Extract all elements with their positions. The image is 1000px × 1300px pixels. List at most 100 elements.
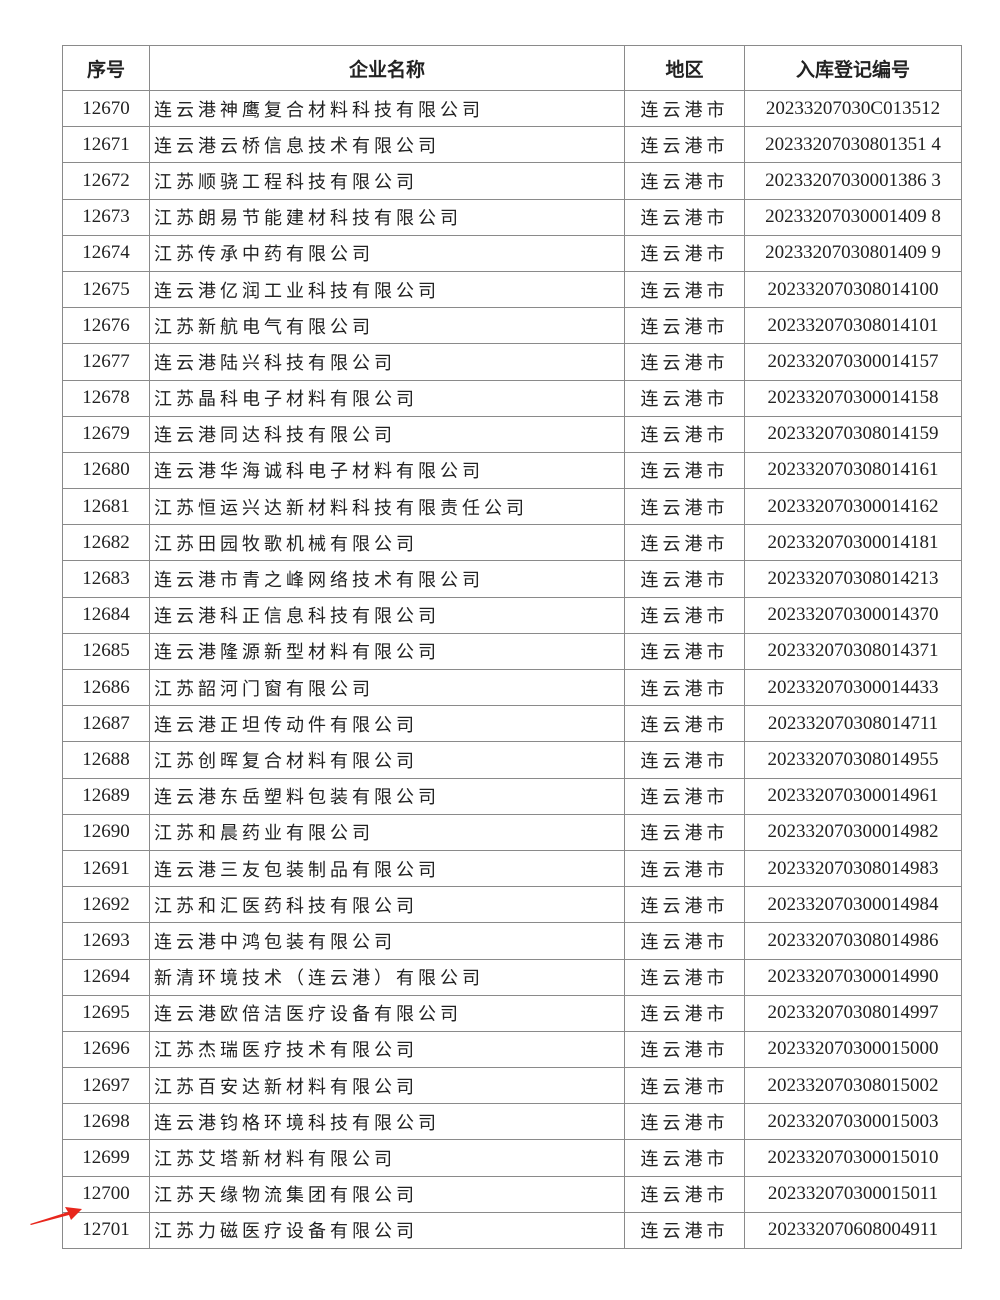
table-row: 12691 连云港三友包装制品有限公司 连云港市 202332070308014983: [62, 849, 962, 888]
company-name: 江苏传承中药有限公司: [149, 234, 625, 272]
registration-code: 202332070308014371: [744, 632, 962, 671]
region: 连云港市: [624, 451, 745, 490]
region: 连云港市: [624, 668, 745, 707]
region: 连云港市: [624, 705, 745, 743]
table-row: 12678 江苏晶科电子材料有限公司 连云港市 202332070300014158: [62, 379, 962, 417]
registration-code: 202332070308014997: [744, 994, 962, 1032]
region: 连云港市: [624, 415, 745, 453]
company-name: 江苏朗易节能建材科技有限公司: [149, 198, 625, 236]
table-row: 12686 江苏韶河门窗有限公司 连云港市 202332070300014433: [62, 668, 962, 707]
registration-code: 202332070300014982: [744, 813, 962, 851]
registration-code: 202332070300014990: [744, 958, 962, 996]
company-name: 连云港华海诚科电子材料有限公司: [149, 451, 625, 490]
region: 连云港市: [624, 741, 745, 779]
registration-code: 202332070308014101: [744, 307, 962, 345]
table-row: 12696 江苏杰瑞医疗技术有限公司 连云港市 202332070300015000: [62, 1030, 962, 1069]
row-number: 12677: [62, 343, 150, 381]
company-name: 江苏晶科电子材料有限公司: [149, 379, 625, 417]
company-name: 连云港钧格环境科技有限公司: [149, 1103, 625, 1141]
registration-code: 20233207030801351 4: [744, 126, 962, 164]
company-name: 江苏杰瑞医疗技术有限公司: [149, 1030, 625, 1069]
region: 连云港市: [624, 777, 745, 815]
region: 连云港市: [624, 126, 745, 164]
company-name: 江苏恒运兴达新材料科技有限责任公司: [149, 488, 625, 526]
table-row: 12683 连云港市青之峰网络技术有限公司 连云港市 2023320703080142…: [62, 560, 962, 598]
row-number: 12679: [62, 415, 150, 453]
row-number: 12694: [62, 958, 150, 996]
company-name: 连云港陆兴科技有限公司: [149, 343, 625, 381]
row-number: 12680: [62, 451, 150, 490]
table-row: 12688 江苏创晖复合材料有限公司 连云港市 202332070308014955: [62, 741, 962, 779]
row-number: 12678: [62, 379, 150, 417]
company-name: 江苏和汇医药科技有限公司: [149, 886, 625, 924]
row-number: 12683: [62, 560, 150, 598]
row-number: 12670: [62, 89, 150, 128]
region: 连云港市: [624, 234, 745, 272]
table-row: 12677 连云港陆兴科技有限公司 连云港市 202332070300014157: [62, 343, 962, 381]
region: 连云港市: [624, 632, 745, 671]
row-number: 12697: [62, 1067, 150, 1105]
registration-code: 202332070300014157: [744, 343, 962, 381]
table-row: 12671 连云港云桥信息技术有限公司 连云港市 20233207030801351 …: [62, 126, 962, 164]
header-code: 入库登记编号: [744, 45, 962, 91]
region: 连云港市: [624, 488, 745, 526]
company-name: 连云港三友包装制品有限公司: [149, 849, 625, 888]
registration-code: 20233207030C013512: [744, 89, 962, 128]
company-name: 连云港神鹰复合材料科技有限公司: [149, 89, 625, 128]
registration-code: 202332070308014161: [744, 451, 962, 490]
region: 连云港市: [624, 379, 745, 417]
table-row: 12689 连云港东岳塑料包装有限公司 连云港市 202332070300014961: [62, 777, 962, 815]
row-number: 12696: [62, 1030, 150, 1069]
registration-code: 20233207030801409 9: [744, 234, 962, 272]
table-header-row: 序号 企业名称 地区 入库登记编号: [62, 45, 962, 91]
header-region: 地区: [624, 45, 745, 91]
table-row: 12685 连云港隆源新型材料有限公司 连云港市 202332070308014371: [62, 632, 962, 671]
row-number: 12682: [62, 524, 150, 562]
table-row: 12700 江苏天缘物流集团有限公司 连云港市 202332070300015011: [62, 1175, 962, 1213]
region: 连云港市: [624, 849, 745, 888]
registration-code: 202332070308014986: [744, 922, 962, 960]
table-row: 12680 连云港华海诚科电子材料有限公司 连云港市 2023320703080141…: [62, 451, 962, 490]
registration-code: 202332070300014984: [744, 886, 962, 924]
table-row: 12674 江苏传承中药有限公司 连云港市 20233207030801409 9: [62, 234, 962, 272]
company-name: 连云港市青之峰网络技术有限公司: [149, 560, 625, 598]
company-name: 连云港隆源新型材料有限公司: [149, 632, 625, 671]
table-row: 12675 连云港亿润工业科技有限公司 连云港市 202332070308014100: [62, 270, 962, 309]
company-name: 江苏田园牧歌机械有限公司: [149, 524, 625, 562]
row-number: 12676: [62, 307, 150, 345]
region: 连云港市: [624, 198, 745, 236]
company-name: 连云港东岳塑料包装有限公司: [149, 777, 625, 815]
registration-code: 202332070300015010: [744, 1139, 962, 1177]
table-row: 12693 连云港中鸿包装有限公司 连云港市 202332070308014986: [62, 922, 962, 960]
row-number: 12698: [62, 1103, 150, 1141]
row-number: 12686: [62, 668, 150, 707]
registration-code: 202332070308014159: [744, 415, 962, 453]
table-row: 12687 连云港正坦传动件有限公司 连云港市 202332070308014711: [62, 705, 962, 743]
table-row: 12684 连云港科正信息科技有限公司 连云港市 202332070300014370: [62, 596, 962, 634]
company-name: 江苏艾塔新材料有限公司: [149, 1139, 625, 1177]
company-name: 连云港欧倍洁医疗设备有限公司: [149, 994, 625, 1032]
table-row: 12682 江苏田园牧歌机械有限公司 连云港市 202332070300014181: [62, 524, 962, 562]
company-name: 江苏韶河门窗有限公司: [149, 668, 625, 707]
company-name: 江苏创晖复合材料有限公司: [149, 741, 625, 779]
registration-code: 202332070300015003: [744, 1103, 962, 1141]
header-name: 企业名称: [149, 45, 625, 91]
region: 连云港市: [624, 1139, 745, 1177]
row-number: 12688: [62, 741, 150, 779]
table-row: 12698 连云港钧格环境科技有限公司 连云港市 202332070300015003: [62, 1103, 962, 1141]
row-number: 12687: [62, 705, 150, 743]
table-row: 12676 江苏新航电气有限公司 连云港市 202332070308014101: [62, 307, 962, 345]
registration-code: 202332070308014983: [744, 849, 962, 888]
company-name: 连云港亿润工业科技有限公司: [149, 270, 625, 309]
header-no: 序号: [62, 45, 150, 91]
row-number: 12689: [62, 777, 150, 815]
region: 连云港市: [624, 1067, 745, 1105]
row-number: 12674: [62, 234, 150, 272]
row-number: 12700: [62, 1175, 150, 1213]
table-row: 12681 江苏恒运兴达新材料科技有限责任公司 连云港市 20233207030001…: [62, 488, 962, 526]
registration-code: 202332070300014433: [744, 668, 962, 707]
registration-code: 202332070300014158: [744, 379, 962, 417]
table-row: 12673 江苏朗易节能建材科技有限公司 连云港市 20233207030001409…: [62, 198, 962, 236]
row-number: 12675: [62, 270, 150, 309]
registration-code: 202332070300015000: [744, 1030, 962, 1069]
